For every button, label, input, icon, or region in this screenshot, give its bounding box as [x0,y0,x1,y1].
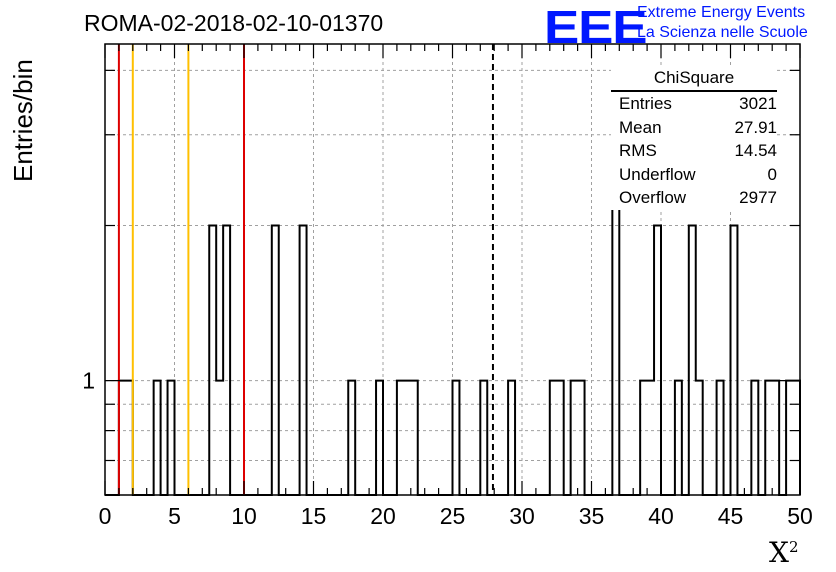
histogram-bin [786,381,793,495]
histogram-bin [696,381,703,495]
y-tick-labels: 1 [82,368,95,394]
histogram-bin [168,381,175,495]
histogram-bin [571,381,578,495]
x-tick-labels: 0 5 10 15 20 25 30 35 40 45 50 [99,503,813,529]
histogram-bin [209,226,216,495]
histogram-bin [578,381,585,495]
x-tick-label: 50 [787,503,813,529]
histogram-bin [119,381,126,495]
reference-lines [117,44,494,495]
histogram-bin [411,381,418,495]
histogram-bin [126,381,133,495]
histogram-bin [508,381,515,495]
stats-row-rms: RMS 14.54 [611,139,777,163]
stats-row-underflow: Underflow 0 [611,163,777,187]
histogram-bin [300,226,307,495]
stats-label: Underflow [619,164,696,184]
stats-label: Overflow [619,188,687,207]
histogram-bin [772,381,779,495]
histogram-bin [404,381,411,495]
y-axis-label: Entries/bin [8,59,38,182]
histogram-bin [751,381,758,495]
histogram-bin [376,381,383,495]
x-tick-label: 10 [231,503,257,529]
histogram-bin [717,381,724,495]
stats-box: ChiSquare Entries 3021 Mean 27.91 RMS 14… [611,68,777,210]
histogram-bin [480,381,487,495]
eee-logo: EEE [544,1,648,53]
x-tick-label: 35 [579,503,605,529]
x-tick-label: 20 [370,503,396,529]
logo-line-1: Extreme Energy Events [637,4,806,21]
stats-label: Mean [619,117,662,137]
x-tick-label: 5 [168,503,181,529]
histogram-bin [348,381,355,495]
stats-value: 0 [767,164,777,184]
stats-value: 2977 [739,188,777,207]
histogram-bin [793,381,800,495]
stats-value: 14.54 [734,141,777,160]
x-tick-label: 30 [509,503,535,529]
histogram-bin [223,226,230,495]
histogram-bin [765,381,772,495]
stats-row-mean: Mean 27.91 [611,116,777,140]
x-tick-label: 40 [648,503,674,529]
histogram-bin [654,226,661,495]
stats-title: ChiSquare [611,68,777,92]
histogram-bin [154,381,161,495]
chart-title: ROMA-02-2018-02-10-01370 [84,10,384,36]
stats-label: RMS [619,141,657,160]
histogram-bin [689,226,696,495]
histogram-bin [557,381,564,495]
stats-row-entries: Entries 3021 [611,92,777,116]
x-tick-label: 25 [440,503,466,529]
stats-label: Entries [619,94,672,113]
x-tick-label: 15 [301,503,327,529]
histogram-bin [272,226,279,495]
y-tick-label: 1 [82,368,95,394]
histogram-bin [731,226,738,495]
histogram-bin [675,381,682,495]
stats-value: 27.91 [734,117,777,137]
x-tick-label: 0 [99,503,112,529]
histogram-bin [640,381,647,495]
axes [104,43,801,496]
histogram-bin [647,381,654,495]
histogram-bin [453,381,460,495]
stats-row-overflow: Overflow 2977 [611,186,777,210]
histogram-bin [216,381,223,495]
x-tick-label: 45 [718,503,744,529]
x-axis-label: X2 [769,536,799,569]
histogram-bin [397,381,404,495]
histogram-bin [550,381,557,495]
stats-value: 3021 [739,94,777,113]
logo-line-2: La Scienza nelle Scuole [637,24,808,41]
